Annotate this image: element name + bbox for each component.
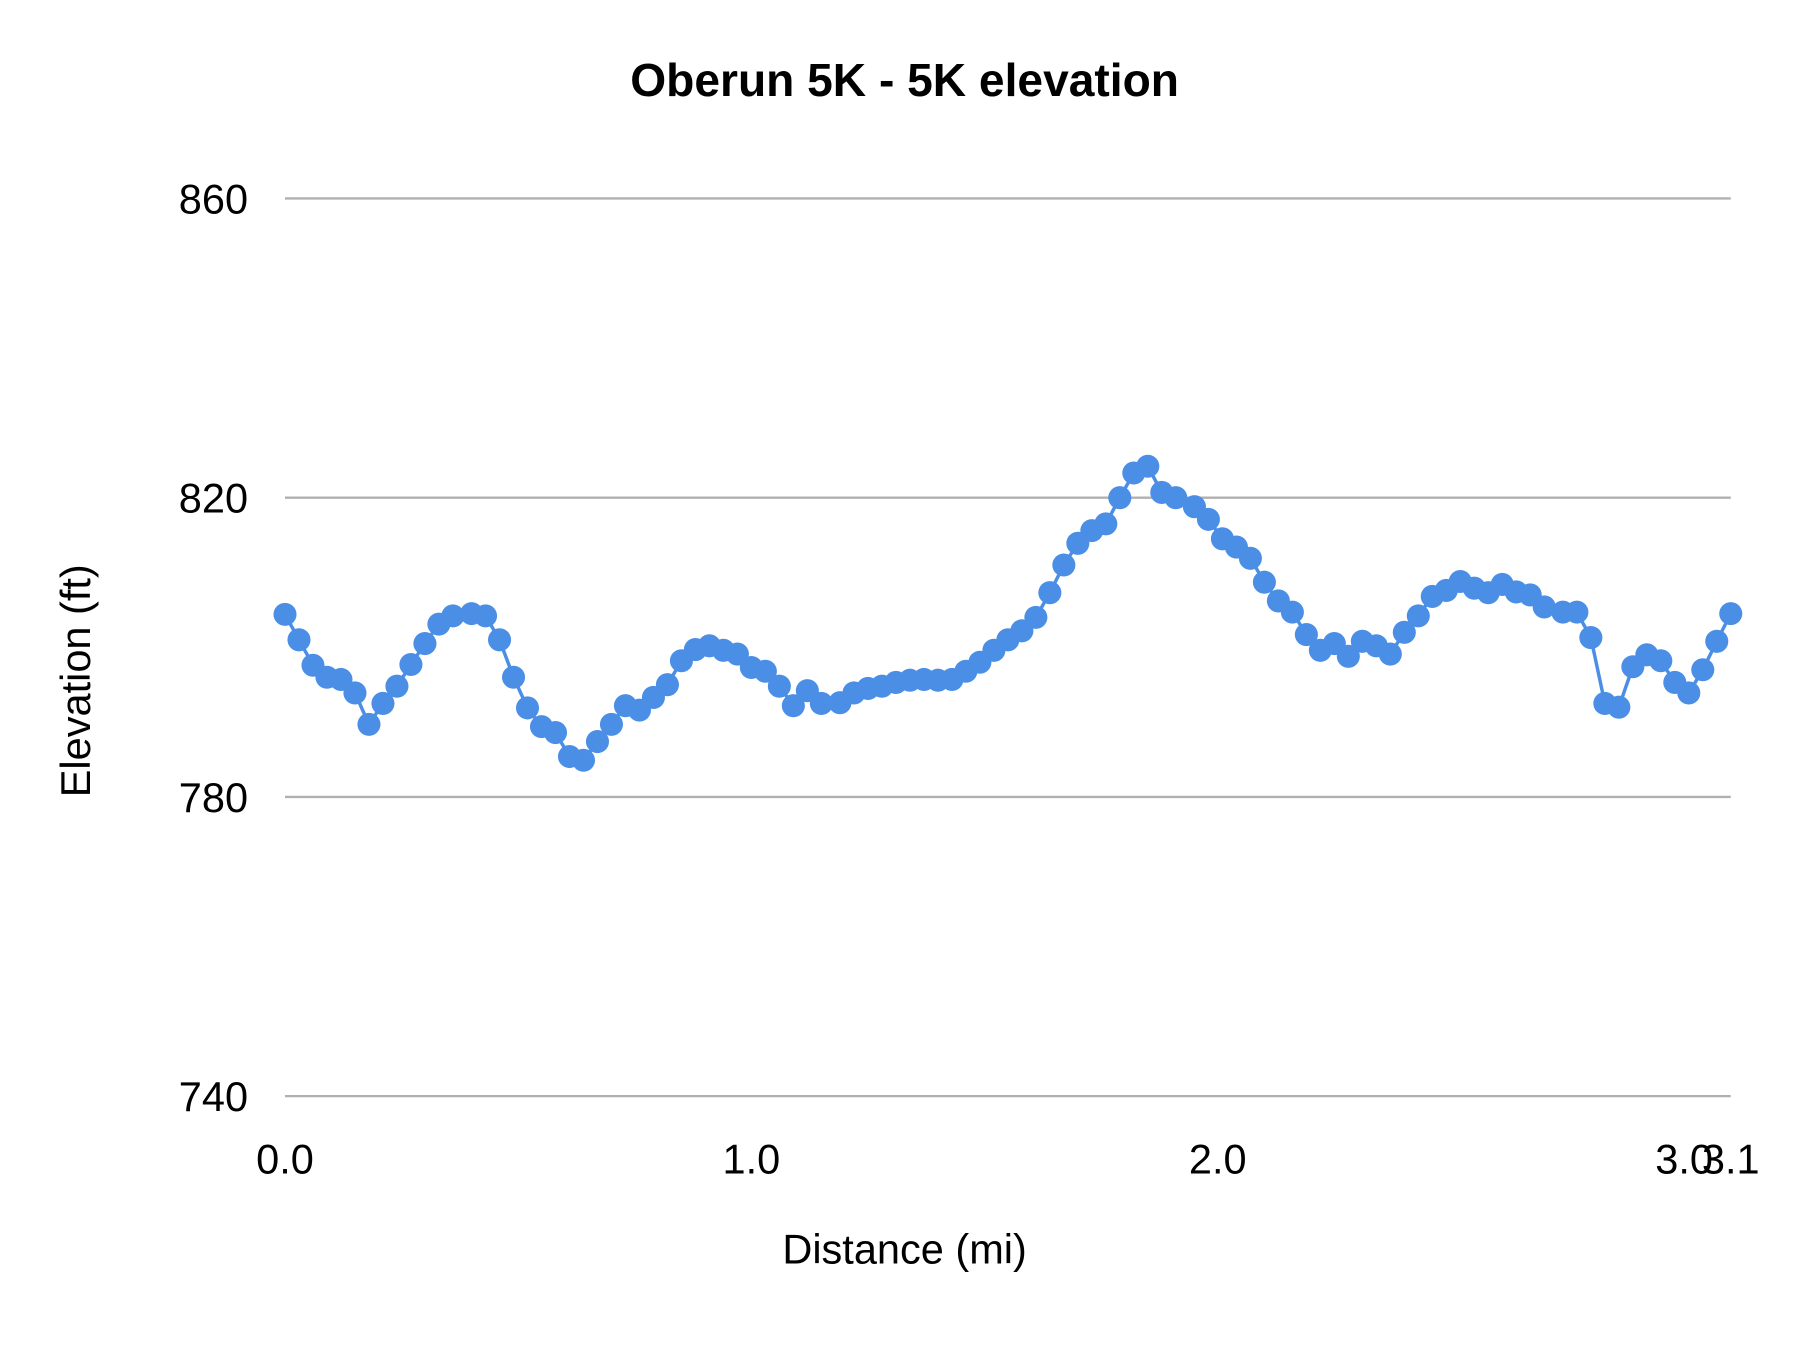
data-point — [753, 659, 777, 683]
chart-title: Oberun 5K - 5K elevation — [630, 54, 1179, 106]
data-point — [809, 691, 833, 715]
data-point — [371, 691, 395, 715]
data-point — [515, 696, 540, 720]
x-tick-label: 3.1 — [1702, 1135, 1760, 1182]
data-point — [474, 604, 498, 628]
y-tick-label: 860 — [179, 175, 248, 222]
data-point — [1024, 605, 1048, 629]
data-point — [273, 602, 297, 626]
data-point — [357, 712, 381, 736]
data-point — [1649, 649, 1673, 673]
data-point — [655, 673, 679, 697]
data-point — [1406, 604, 1430, 628]
x-axis-ticks: 0.0 1.0 2.0 3.03.1 — [256, 1135, 1759, 1182]
data-point — [1579, 626, 1603, 650]
elevation-line — [283, 463, 1733, 763]
data-point — [1719, 602, 1743, 626]
data-point — [287, 628, 311, 652]
data-point — [413, 632, 437, 656]
data-point — [487, 628, 512, 652]
data-point — [1336, 644, 1360, 668]
x-tick-label: 0.0 — [256, 1135, 314, 1182]
data-point — [781, 694, 805, 718]
y-tick-label: 780 — [179, 774, 248, 821]
data-point — [343, 681, 367, 705]
data-points — [273, 454, 1743, 772]
gridlines — [285, 197, 1731, 1098]
data-point — [1691, 658, 1715, 682]
x-tick-label: 2.0 — [1189, 1135, 1247, 1182]
data-point — [543, 721, 568, 745]
data-point — [1565, 600, 1589, 624]
data-point — [441, 604, 465, 628]
data-point — [585, 730, 610, 754]
data-point — [1677, 681, 1701, 705]
y-tick-label: 740 — [179, 1073, 248, 1120]
x-axis-label: Distance (mi) — [782, 1225, 1027, 1272]
data-point — [1136, 454, 1160, 478]
data-point — [767, 674, 791, 698]
data-point — [1705, 629, 1729, 653]
x-tick-label: 1.0 — [723, 1135, 781, 1182]
data-point — [599, 712, 624, 736]
data-point — [571, 748, 596, 772]
data-point — [1094, 512, 1118, 536]
data-point — [1607, 695, 1631, 719]
data-point — [1164, 486, 1188, 510]
x-tick-label: 3.0 — [1655, 1135, 1713, 1182]
data-point — [399, 652, 423, 677]
data-point — [1196, 507, 1220, 531]
data-point — [1532, 595, 1556, 619]
data-point — [1252, 570, 1276, 594]
data-point — [1108, 486, 1132, 510]
data-point — [1392, 620, 1416, 644]
data-point — [501, 665, 526, 689]
data-point — [1378, 642, 1402, 666]
y-axis-label: Elevation (ft) — [52, 564, 99, 797]
data-point — [1280, 600, 1304, 624]
y-axis-ticks: 740 780 820 860 — [179, 175, 248, 1120]
data-point — [1238, 546, 1262, 570]
data-point — [385, 674, 409, 698]
data-point — [1294, 623, 1318, 647]
data-point — [1052, 553, 1076, 577]
data-point — [1038, 581, 1062, 605]
y-tick-label: 820 — [179, 475, 248, 522]
